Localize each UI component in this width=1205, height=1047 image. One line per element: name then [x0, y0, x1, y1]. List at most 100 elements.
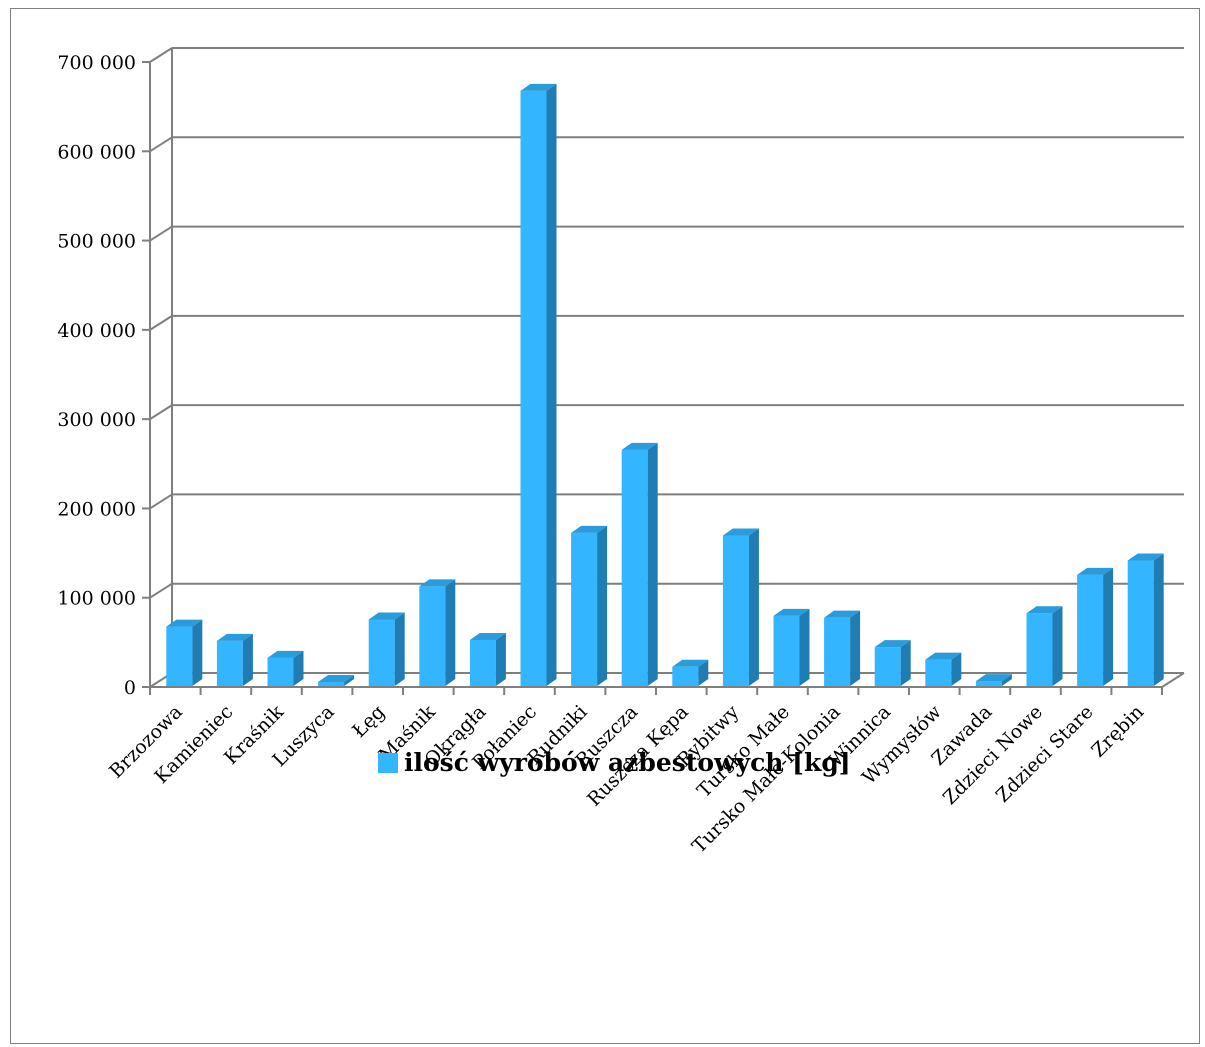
bar-front	[773, 615, 800, 686]
y-tick-label: 100 000	[57, 588, 136, 610]
bar-top	[1077, 567, 1114, 575]
bar-side	[394, 612, 405, 686]
y-tick-label: 400 000	[57, 320, 136, 342]
bar	[874, 640, 911, 686]
bar	[368, 612, 405, 686]
bar	[166, 619, 203, 686]
bar-top	[975, 674, 1012, 682]
bar-side	[242, 633, 253, 686]
bar-front	[925, 659, 952, 686]
bar-top	[520, 83, 557, 91]
bar-side	[495, 632, 506, 686]
bar-front	[469, 639, 496, 686]
bar	[469, 632, 506, 686]
gridline-diagonal	[149, 315, 173, 331]
axes	[142, 48, 1185, 695]
bar-top	[469, 632, 506, 640]
bar	[216, 633, 253, 686]
bar-top	[267, 650, 304, 658]
bar	[1077, 567, 1114, 686]
bar-front	[874, 647, 901, 686]
bar-top	[318, 674, 355, 682]
bar	[773, 608, 810, 686]
bar-top	[571, 525, 608, 533]
bar-front	[824, 617, 851, 686]
bar-front	[1127, 560, 1154, 686]
bar-side	[748, 528, 759, 686]
bar-top	[722, 528, 759, 536]
bar-side	[698, 659, 709, 686]
gridline-diagonal	[149, 404, 173, 420]
x-tick-label: Zrębin	[1087, 701, 1148, 762]
bar-top	[1127, 553, 1164, 561]
gridline-diagonal	[149, 136, 173, 153]
bar	[975, 674, 1012, 686]
bar-side	[1001, 674, 1012, 686]
gridline-diagonal	[149, 582, 173, 599]
bar	[672, 659, 709, 686]
bar-side	[445, 579, 456, 686]
bar-side	[597, 525, 608, 686]
legend: ilość wyrobów azbestowych [kg]	[378, 748, 851, 777]
bar-top	[874, 640, 911, 648]
bar-top	[166, 619, 203, 627]
bar-side	[647, 442, 658, 686]
gridline-diagonal	[149, 225, 173, 242]
bar	[722, 528, 759, 686]
bar-side	[1052, 606, 1063, 686]
y-tick-label: 600 000	[57, 141, 136, 163]
bar	[621, 442, 658, 686]
bar-top	[368, 612, 405, 620]
bar-side	[799, 608, 810, 686]
bar	[318, 674, 355, 686]
bar	[419, 579, 456, 686]
bar-front	[975, 681, 1002, 686]
gridline-diagonal	[149, 493, 173, 510]
y-tick-label: 500 000	[57, 231, 136, 253]
bar-side	[900, 640, 911, 686]
legend-label: ilość wyrobów azbestowych [kg]	[404, 748, 851, 777]
bar	[1127, 553, 1164, 686]
bar-side	[344, 674, 355, 686]
x-tick-label: Łęg	[348, 701, 389, 742]
y-tick-label: 200 000	[57, 498, 136, 520]
bar-side	[192, 619, 203, 686]
bar-top	[1026, 606, 1063, 614]
bar-front	[1077, 574, 1104, 686]
bar-front	[318, 681, 345, 686]
gridline-diagonal	[149, 47, 173, 63]
bar-side	[951, 652, 962, 686]
bar-side	[293, 650, 304, 686]
gridlines	[149, 47, 1184, 688]
bar-front	[267, 657, 294, 686]
y-tick-label: 700 000	[57, 52, 136, 74]
legend-swatch	[378, 752, 398, 773]
bar-top	[621, 442, 658, 450]
bar-top	[419, 579, 456, 587]
bar-top	[672, 659, 709, 667]
bar	[571, 525, 608, 686]
bar-front	[571, 532, 598, 686]
bar-front	[368, 619, 395, 686]
bar	[925, 652, 962, 686]
bar-front	[520, 90, 547, 686]
floor-edge	[1161, 672, 1185, 688]
bar	[267, 650, 304, 686]
bar-side	[850, 610, 861, 686]
y-tick-label: 300 000	[57, 409, 136, 431]
bar-front	[1026, 613, 1053, 686]
bar-front	[216, 640, 243, 686]
bar-side	[546, 83, 557, 686]
bar-front	[166, 626, 193, 686]
bar	[520, 83, 557, 686]
bar	[1026, 606, 1063, 686]
bar-side	[1153, 553, 1164, 686]
bar	[824, 610, 861, 686]
bar-front	[672, 666, 699, 686]
bar-top	[773, 608, 810, 616]
bar-side	[1103, 567, 1114, 686]
y-tick-label: 0	[124, 677, 136, 699]
bar-front	[621, 449, 648, 686]
